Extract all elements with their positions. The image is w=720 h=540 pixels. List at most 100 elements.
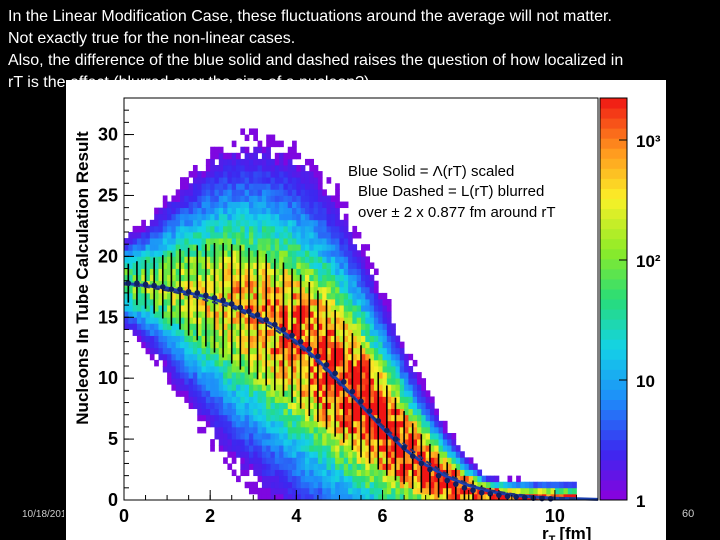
heatmap-cell: [274, 378, 280, 385]
colorbar-band: [600, 138, 627, 149]
heatmap-cell: [214, 384, 220, 391]
heatmap-cell: [145, 232, 151, 239]
heatmap-cell: [154, 274, 159, 282]
heatmap-cell: [188, 396, 194, 403]
heatmap-cell: [322, 274, 327, 282]
heatmap-cell: [266, 463, 271, 470]
heatmap-cell: [339, 201, 345, 209]
heatmap-cell: [330, 439, 336, 446]
heatmap-cell: [348, 481, 353, 489]
colorbar-band: [600, 118, 627, 129]
heatmap-cell: [361, 305, 366, 312]
heatmap-cell: [279, 158, 284, 166]
heatmap-cell: [296, 299, 302, 306]
heatmap-cell: [210, 152, 215, 160]
heatmap-cell: [184, 341, 190, 349]
heatmap-cell: [313, 299, 319, 306]
heatmap-cell: [167, 207, 172, 215]
heatmap-cell: [266, 311, 271, 318]
heatmap-cell: [231, 457, 237, 464]
heatmap-cell: [188, 299, 194, 306]
heatmap-cell: [296, 445, 302, 452]
heatmap-cell: [266, 146, 271, 154]
heatmap-cell: [399, 439, 405, 446]
heatmap-cell: [201, 207, 207, 215]
heatmap-cell: [124, 292, 129, 300]
heatmap-cell: [326, 299, 332, 306]
heatmap-cell: [266, 177, 271, 184]
heatmap-cell: [270, 250, 276, 257]
heatmap-cell: [210, 262, 215, 269]
heatmap-cell: [395, 426, 401, 434]
heatmap-cell: [236, 207, 241, 215]
heatmap-cell: [369, 347, 375, 355]
heatmap-cell: [382, 305, 388, 312]
heatmap-cell: [352, 390, 358, 397]
heatmap-cell: [231, 299, 237, 306]
heatmap-cell: [326, 238, 332, 245]
heatmap-cell: [283, 347, 289, 355]
heatmap-cell: [356, 268, 362, 276]
heatmap-cell: [274, 359, 280, 367]
heatmap-cell: [386, 366, 392, 373]
heatmap-cell: [266, 292, 271, 300]
heatmap-cell: [356, 493, 362, 501]
heatmap-cell: [292, 378, 297, 385]
heatmap-cell: [210, 219, 215, 227]
heatmap-cell: [378, 299, 383, 306]
heatmap-cell: [343, 366, 349, 373]
heatmap-cell: [330, 299, 336, 306]
heatmap-cell: [253, 177, 258, 184]
profile-point: [547, 495, 554, 502]
heatmap-cell: [244, 152, 250, 160]
heatmap-cell: [158, 256, 164, 263]
heatmap-cell: [236, 268, 241, 276]
heatmap-cell: [313, 469, 319, 477]
heatmap-cell: [279, 384, 284, 391]
heatmap-cell: [274, 475, 280, 483]
heatmap-cell: [378, 329, 383, 336]
heatmap-cell: [167, 323, 172, 330]
heatmap-cell: [326, 207, 332, 215]
heatmap-cell: [378, 469, 383, 477]
heatmap-cell: [240, 402, 246, 410]
heatmap-cell: [279, 408, 284, 416]
heatmap-cell: [335, 317, 340, 324]
heatmap-cell: [356, 329, 362, 336]
heatmap-cell: [244, 426, 250, 434]
heatmap-cell: [257, 274, 263, 282]
heatmap-cell: [352, 286, 358, 294]
heatmap-cell: [167, 274, 172, 282]
heatmap-cell: [214, 152, 220, 160]
heatmap-cell: [248, 225, 254, 233]
heatmap-cell: [317, 408, 323, 416]
heatmap-cell: [352, 493, 358, 501]
heatmap-cell: [330, 384, 336, 391]
heatmap-cell: [231, 140, 237, 148]
heatmap-cell: [274, 256, 280, 263]
heatmap-cell: [227, 274, 233, 282]
heatmap-cell: [421, 408, 427, 416]
heatmap-cell: [248, 244, 254, 251]
heatmap-cell: [287, 183, 293, 190]
heatmap-cell: [197, 366, 202, 373]
heatmap-cell: [304, 481, 310, 489]
heatmap-cell: [335, 384, 340, 391]
heatmap-cell: [283, 317, 289, 324]
heatmap-cell: [283, 165, 289, 172]
heatmap-cell: [205, 317, 211, 324]
heatmap-cell: [330, 414, 336, 422]
heatmap-cell: [352, 250, 358, 257]
heatmap-cell: [175, 366, 181, 373]
heatmap-cell: [399, 426, 405, 434]
heatmap-cell: [287, 445, 293, 452]
heatmap-cell: [240, 378, 246, 385]
heatmap-cell: [231, 219, 237, 227]
heatmap-cell: [425, 457, 431, 464]
heatmap-cell: [175, 244, 181, 251]
heatmap-cell: [154, 244, 159, 251]
heatmap-cell: [223, 171, 228, 178]
heatmap-cell: [180, 262, 185, 269]
heatmap-cell: [322, 317, 327, 324]
heatmap-cell: [296, 292, 302, 300]
